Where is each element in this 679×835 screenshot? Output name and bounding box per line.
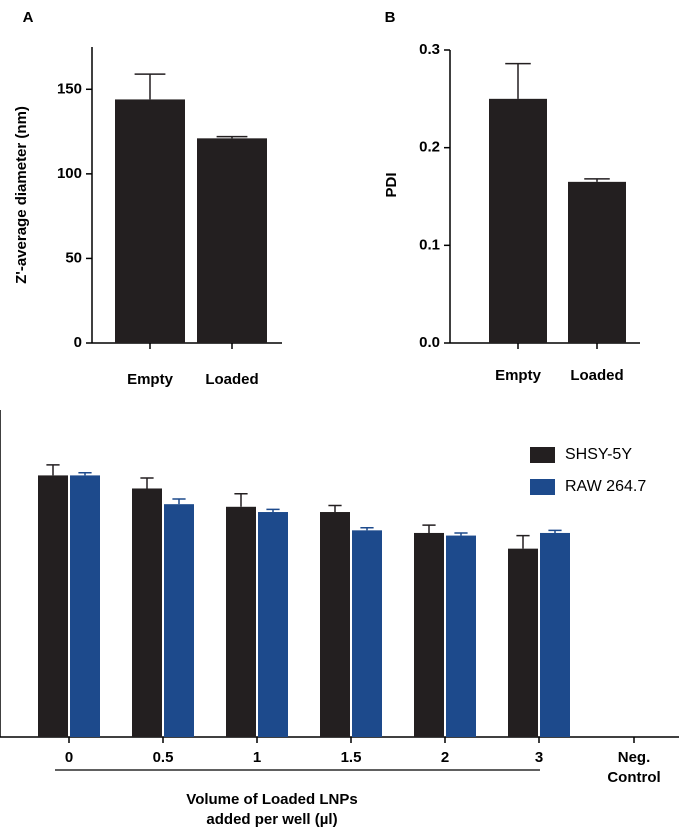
x-tick-label: 0.5: [152, 749, 174, 766]
error-bar: [46, 464, 60, 476]
bar: [70, 475, 100, 737]
x-tick-label: 1: [252, 749, 262, 766]
bar: [132, 488, 162, 737]
x-axis-label: Volume of Loaded LNPs added per well (µl…: [186, 791, 358, 828]
error-bar: [516, 534, 530, 549]
bar: [115, 99, 185, 343]
x-tick-label: Empty: [495, 367, 542, 384]
x-tick-label: 1.5: [340, 749, 362, 766]
bar: [197, 138, 267, 343]
x-tick-label: Loaded: [205, 371, 258, 388]
x-tick-label: Empty: [127, 371, 174, 388]
error-bar: [172, 498, 186, 505]
bar: [540, 532, 570, 737]
bar: [446, 535, 476, 737]
error-bar: [266, 508, 280, 513]
y-axis-label: Z'-average diameter (nm): [13, 106, 30, 284]
bar: [258, 512, 288, 737]
error-bar: [505, 62, 531, 99]
y-tick-label: 0.3: [419, 41, 440, 58]
bar: [164, 504, 194, 737]
bar: [352, 530, 382, 737]
bar: [508, 548, 538, 737]
error-bar: [78, 472, 92, 476]
bar: [38, 475, 68, 737]
error-bar: [134, 73, 166, 100]
error-bar: [328, 504, 342, 513]
y-tick-label: 100: [57, 165, 82, 182]
panel-label: B: [385, 9, 396, 26]
bar: [489, 98, 547, 343]
error-bar: [216, 135, 248, 139]
panel-label: A: [23, 9, 34, 26]
y-tick-label: 0.2: [419, 139, 440, 156]
error-bar: [454, 532, 468, 536]
bar: [226, 506, 256, 737]
error-bar: [140, 477, 154, 489]
y-axis-label: PDI: [383, 172, 400, 197]
legend-label: RAW 264.7: [565, 478, 646, 495]
y-tick-label: 0.0: [419, 334, 440, 351]
bar: [414, 532, 444, 737]
y-tick-label: 0: [74, 334, 82, 351]
bar: [320, 512, 350, 737]
y-tick-label: 50: [65, 249, 82, 266]
error-bar: [584, 178, 610, 182]
x-tick-label: Neg. Control: [607, 749, 661, 786]
legend-swatch: [530, 447, 555, 463]
x-tick-label: 3: [534, 749, 544, 766]
error-bar: [548, 529, 562, 533]
error-bar: [422, 524, 436, 533]
bar: [568, 181, 626, 343]
y-tick-label: 150: [57, 80, 82, 97]
legend-label: SHSY-5Y: [565, 446, 632, 463]
legend-swatch: [530, 479, 555, 495]
error-bar: [360, 526, 374, 531]
x-tick-label: 0: [64, 749, 74, 766]
x-tick-label: Loaded: [570, 367, 623, 384]
y-tick-label: 0.1: [419, 236, 440, 253]
error-bar: [234, 492, 248, 507]
x-tick-label: 2: [440, 749, 450, 766]
